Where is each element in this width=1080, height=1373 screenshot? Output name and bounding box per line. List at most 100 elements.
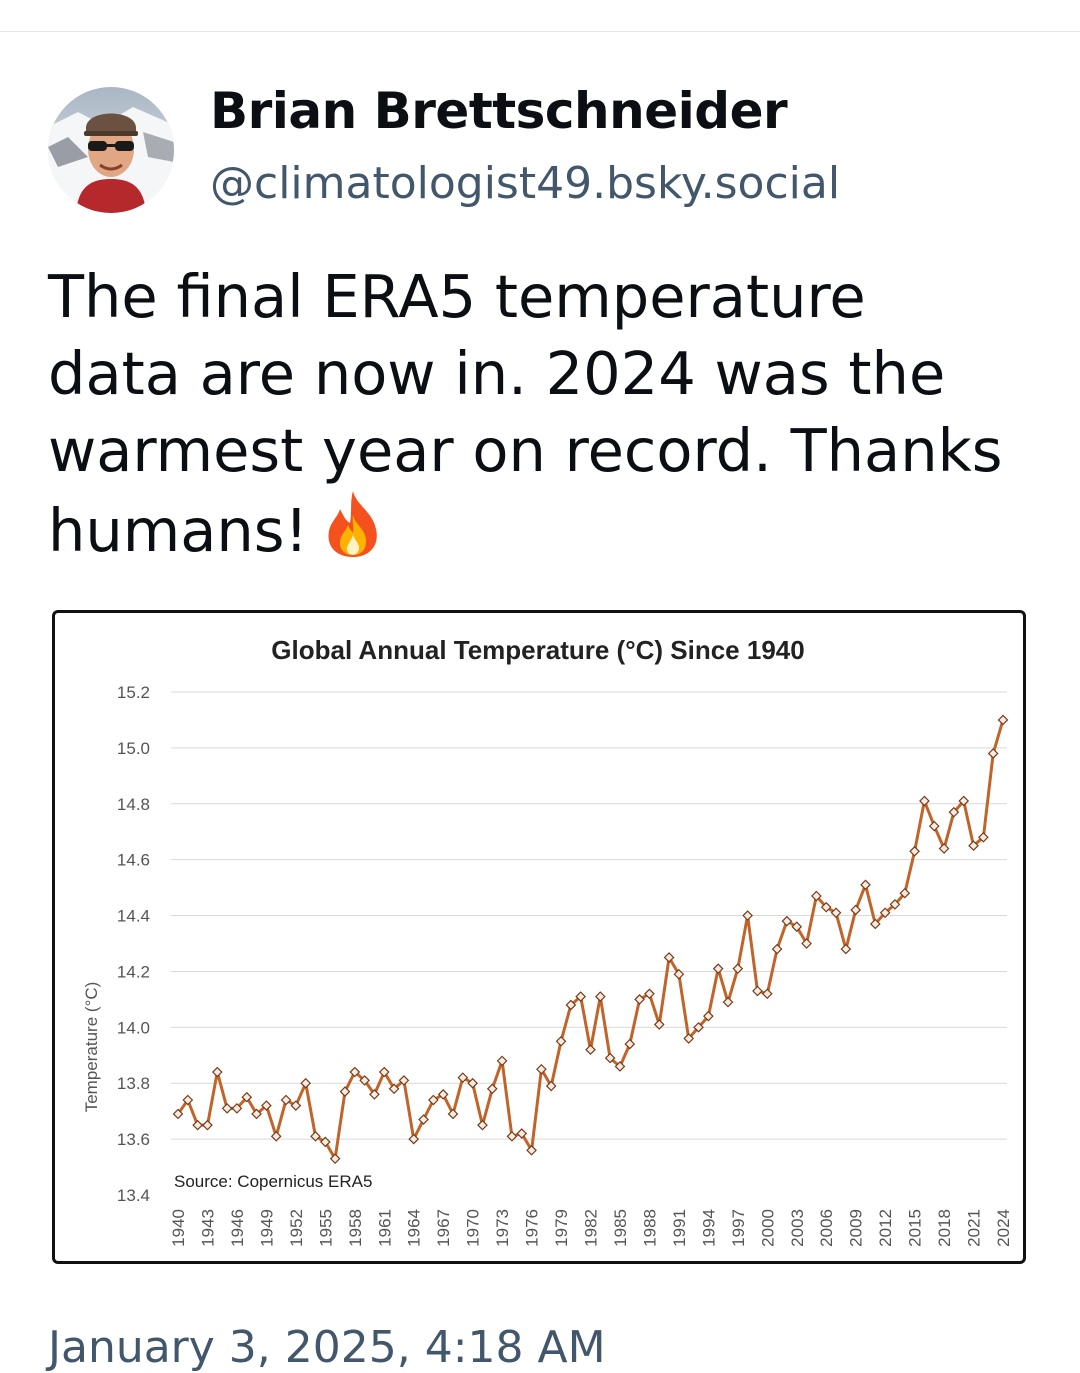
- data-point: [742, 910, 753, 921]
- x-tick-label: 1982: [582, 1209, 601, 1247]
- data-point: [634, 994, 645, 1005]
- x-tick-label: 1997: [729, 1209, 748, 1247]
- x-tick-label: 2012: [876, 1209, 895, 1247]
- data-point: [486, 1083, 498, 1095]
- source-annotation: Source: Copernicus ERA5: [174, 1172, 372, 1191]
- x-tick-label: 2003: [788, 1209, 807, 1247]
- data-point: [182, 1094, 194, 1106]
- data-point: [428, 1094, 439, 1106]
- data-point: [604, 1052, 616, 1064]
- data-point: [860, 879, 871, 891]
- post-text-line-last: humans!: [48, 489, 1048, 569]
- y-tick-label: 14.4: [117, 907, 150, 926]
- data-point: [251, 1108, 262, 1120]
- post-text-line: The final ERA5 temperature: [48, 262, 866, 331]
- data-point: [928, 820, 940, 832]
- data-point: [378, 1066, 390, 1078]
- post-text-line: humans!: [48, 496, 309, 565]
- author-handle[interactable]: @climatologist49.bsky.social: [210, 158, 841, 209]
- y-tick-label: 14.6: [117, 851, 150, 870]
- data-point: [614, 1061, 626, 1072]
- x-tick-label: 1946: [228, 1209, 247, 1247]
- data-point: [653, 1019, 665, 1030]
- x-tick-label: 2018: [935, 1209, 954, 1247]
- y-tick-label: 14.2: [117, 962, 150, 981]
- data-point: [889, 899, 901, 910]
- data-point: [339, 1086, 351, 1097]
- data-point: [290, 1100, 302, 1111]
- data-point: [516, 1128, 528, 1139]
- data-point: [319, 1136, 331, 1148]
- data-point: [771, 943, 783, 955]
- y-tick-label: 13.4: [117, 1186, 150, 1205]
- data-point: [575, 991, 587, 1002]
- x-tick-label: 1991: [670, 1209, 689, 1247]
- data-point: [241, 1091, 253, 1103]
- data-point: [644, 988, 655, 1000]
- data-point: [202, 1119, 213, 1131]
- data-point: [909, 845, 920, 857]
- data-point: [270, 1130, 282, 1142]
- series-line: [176, 719, 1005, 1161]
- y-tick-label: 14.8: [117, 795, 150, 814]
- data-point: [221, 1103, 233, 1114]
- x-tick-label: 1949: [257, 1209, 276, 1247]
- y-tick-label: 13.6: [117, 1130, 150, 1149]
- data-point: [683, 1033, 695, 1044]
- data-point: [820, 901, 832, 913]
- data-point: [359, 1075, 370, 1086]
- data-point: [968, 840, 979, 852]
- y-tick-label: 15.0: [117, 739, 150, 758]
- data-point: [506, 1130, 518, 1142]
- author-display-name[interactable]: Brian Brettschneider: [210, 82, 788, 140]
- x-tick-label: 1985: [611, 1209, 630, 1247]
- x-tick-label: 1964: [405, 1209, 424, 1247]
- x-tick-label: 2000: [758, 1209, 777, 1247]
- data-point: [899, 887, 911, 899]
- x-tick-label: 1943: [199, 1209, 218, 1247]
- data-point: [958, 795, 970, 807]
- data-point: [801, 938, 812, 949]
- data-point: [408, 1133, 420, 1145]
- data-point: [536, 1063, 547, 1075]
- data-point: [369, 1089, 380, 1100]
- x-tick-label: 1952: [287, 1209, 306, 1247]
- data-point: [791, 921, 803, 933]
- data-point: [712, 963, 724, 974]
- avatar-photo-icon: [48, 87, 174, 213]
- temperature-chart: Global Annual Temperature (°C) Since 194…: [82, 635, 1013, 1247]
- chart-image[interactable]: Global Annual Temperature (°C) Since 194…: [52, 610, 1026, 1264]
- data-point: [752, 985, 763, 997]
- x-tick-label: 1988: [640, 1209, 659, 1247]
- data-point: [938, 843, 950, 854]
- data-point: [437, 1089, 449, 1100]
- x-tick-label: 2021: [965, 1209, 984, 1247]
- data-point: [418, 1114, 429, 1125]
- author-avatar[interactable]: [48, 87, 174, 213]
- data-point: [781, 915, 793, 927]
- data-point: [948, 806, 960, 818]
- data-point: [879, 907, 891, 919]
- data-point: [663, 952, 675, 963]
- x-tick-label: 2015: [906, 1209, 925, 1247]
- y-tick-label: 13.8: [117, 1074, 150, 1093]
- data-point: [496, 1055, 508, 1067]
- data-point: [310, 1130, 321, 1142]
- data-point: [978, 831, 989, 843]
- x-tick-label: 1994: [699, 1209, 718, 1247]
- data-point: [280, 1094, 292, 1106]
- x-tick-label: 1958: [346, 1209, 365, 1247]
- data-point: [693, 1021, 704, 1033]
- post-body: The final ERA5 temperature data are now …: [48, 258, 1048, 569]
- data-point: [811, 890, 822, 902]
- post-timestamp[interactable]: January 3, 2025, 4:18 AM: [48, 1322, 606, 1373]
- data-point: [997, 714, 1009, 726]
- x-tick-label: 2006: [817, 1209, 836, 1247]
- y-tick-label: 15.2: [117, 683, 150, 702]
- data-point: [526, 1144, 537, 1156]
- x-tick-label: 1976: [523, 1209, 542, 1247]
- data-point: [457, 1072, 469, 1083]
- data-point: [673, 968, 685, 980]
- data-point: [761, 988, 773, 1000]
- x-tick-label: 2009: [847, 1209, 866, 1247]
